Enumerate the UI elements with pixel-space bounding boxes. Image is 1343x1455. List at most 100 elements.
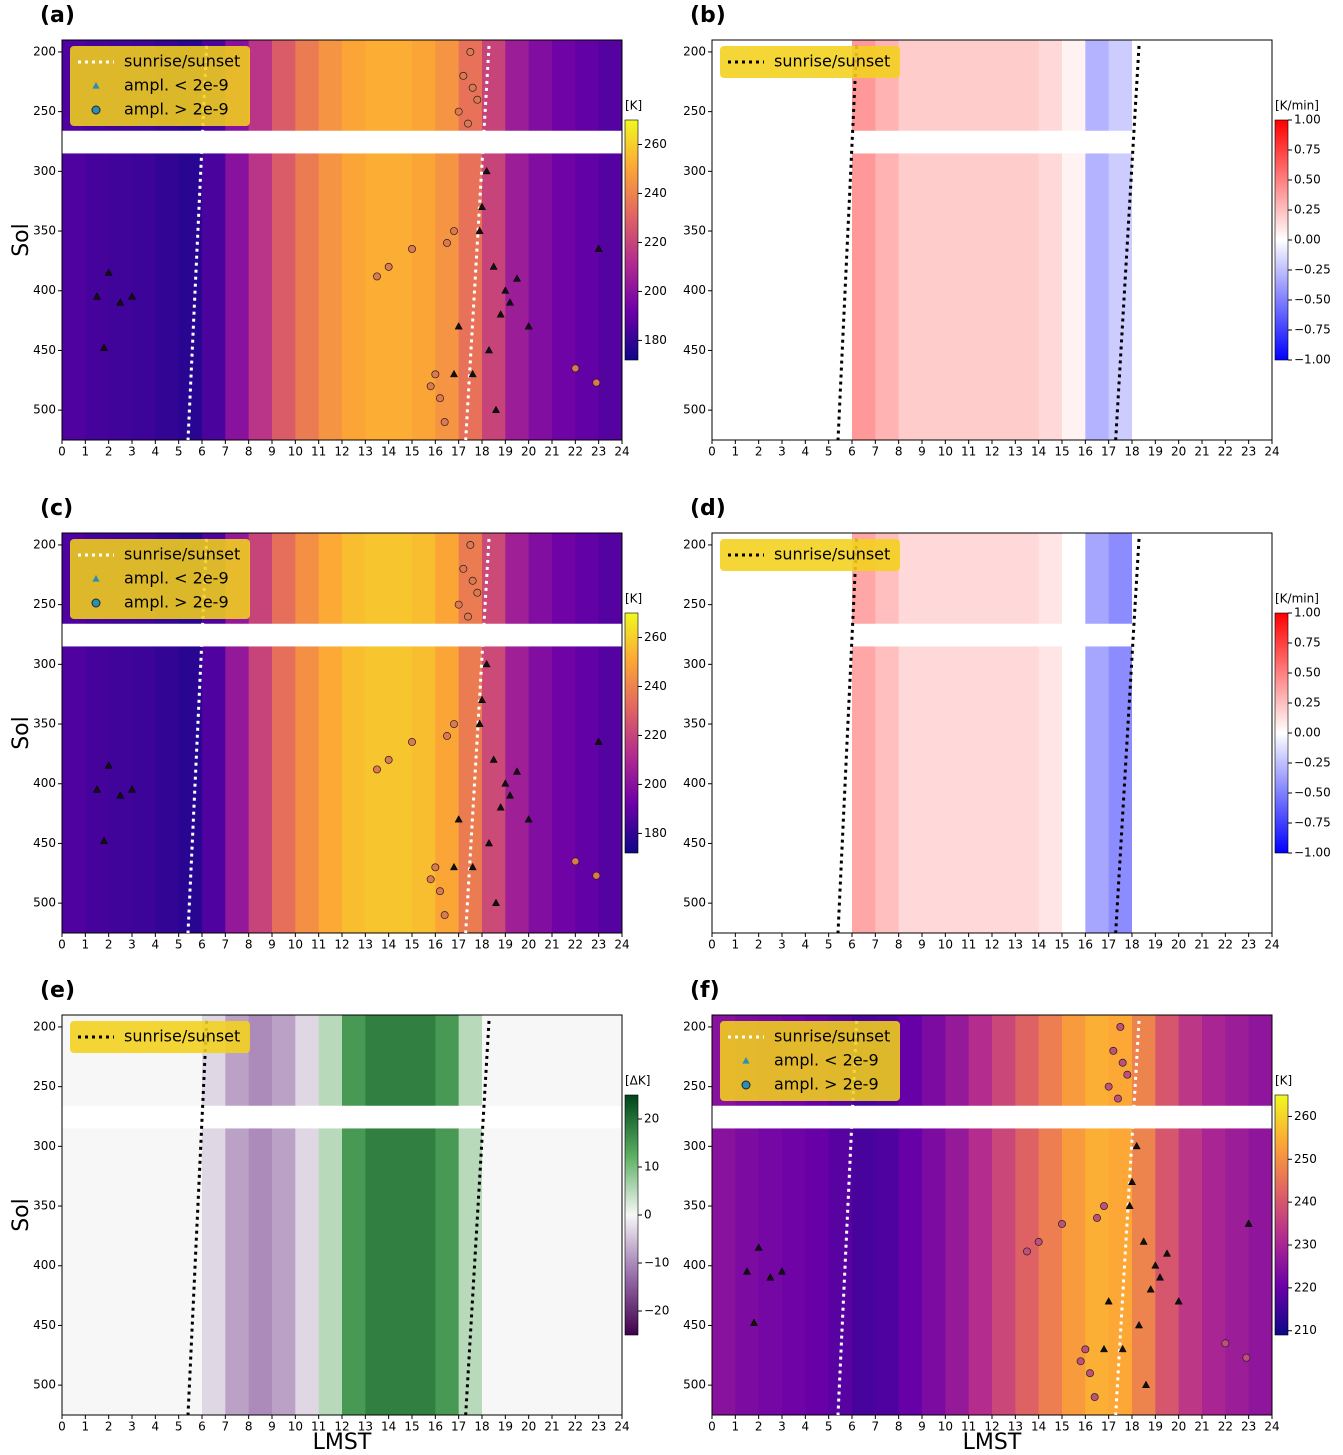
heat-cell <box>1178 1015 1203 1415</box>
legend-swatch <box>742 1057 750 1064</box>
heat-cell <box>272 533 296 933</box>
x-tick-label: 16 <box>1078 938 1093 952</box>
colorbar-label: [K] <box>1275 1074 1292 1088</box>
x-tick-label: 14 <box>381 1420 396 1434</box>
x-tick-label: 2 <box>105 445 113 459</box>
heat-cell <box>992 533 1016 933</box>
circle-marker <box>466 47 475 56</box>
circle-marker <box>1123 1070 1132 1079</box>
heat-cell <box>108 1015 133 1415</box>
x-tick-label: 18 <box>474 445 489 459</box>
colorbar-tick-label: −0.50 <box>1294 786 1331 800</box>
heat-cell <box>945 533 970 933</box>
triangle-marker <box>1104 1297 1113 1305</box>
circle-marker <box>1090 1393 1099 1402</box>
triangle-marker <box>496 803 505 811</box>
triangle-marker <box>1134 1320 1144 1329</box>
x-tick-label: 14 <box>1031 1420 1046 1434</box>
legend-label: ampl. < 2e-9 <box>124 76 229 95</box>
heat-cell <box>735 533 760 933</box>
heat-cell <box>992 1015 1016 1415</box>
y-tick-label: 400 <box>33 776 56 790</box>
y-tick-label: 300 <box>683 164 706 178</box>
x-tick-label: 19 <box>1148 1420 1163 1434</box>
y-tick-label: 350 <box>683 717 706 731</box>
heat-cell <box>178 1015 203 1415</box>
colorbar <box>1274 119 1289 361</box>
x-tick-label: 15 <box>404 445 419 459</box>
heat-cell <box>155 1015 180 1415</box>
x-tick-label: 8 <box>895 445 903 459</box>
triangle-marker <box>482 166 491 175</box>
x-tick-label: 11 <box>961 938 976 952</box>
legend-swatch <box>92 575 100 582</box>
x-tick-label: 11 <box>311 445 326 459</box>
triangle-marker <box>512 274 522 282</box>
x-tick-label: 13 <box>1008 938 1023 952</box>
x-tick-label: 6 <box>848 445 856 459</box>
heat-cell <box>412 1015 436 1415</box>
x-tick-label: 23 <box>591 1420 606 1434</box>
heat-cell <box>968 1015 993 1415</box>
triangle-marker <box>749 1318 759 1326</box>
x-tick-label: 7 <box>222 938 230 952</box>
x-tick-label: 24 <box>1264 1420 1279 1434</box>
x-tick-label: 24 <box>1264 445 1279 459</box>
circle-marker <box>464 612 472 621</box>
triangle-marker <box>92 785 102 793</box>
triangle-marker <box>512 767 522 775</box>
x-tick-label: 22 <box>1218 1420 1233 1434</box>
x-tick-label: 20 <box>521 1420 536 1434</box>
heat-cell <box>412 533 436 933</box>
colorbar-label: [K] <box>625 592 642 606</box>
legend-label: ampl. < 2e-9 <box>774 1051 879 1070</box>
x-tick-label: 12 <box>984 938 999 952</box>
colorbar-tick-label: 180 <box>644 333 667 347</box>
heat-cell <box>1015 40 1040 440</box>
colorbar <box>624 612 639 854</box>
data-gap <box>62 623 622 647</box>
x-tick-label: 11 <box>311 1420 326 1434</box>
heat-cell <box>1248 533 1273 933</box>
colorbar-tick-label: 220 <box>1294 1280 1317 1294</box>
heat-cell <box>922 40 946 440</box>
colorbar-tick-label: 220 <box>644 728 667 742</box>
circle-marker <box>1242 1353 1251 1362</box>
triangle-marker <box>1125 1201 1134 1209</box>
heat-cell <box>225 1015 250 1415</box>
x-tick-label: 15 <box>1054 1420 1069 1434</box>
x-tick-label: 5 <box>175 1420 183 1434</box>
heat-cell <box>202 1015 226 1415</box>
heat-cell <box>342 40 366 440</box>
x-tick-label: 4 <box>152 445 160 459</box>
x-tick-label: 22 <box>568 445 583 459</box>
legend-swatch <box>92 82 100 89</box>
heat-cell <box>528 533 553 933</box>
x-tick-label: 4 <box>152 938 160 952</box>
triangle-marker <box>127 292 137 300</box>
circle-marker <box>384 755 393 764</box>
colorbar-tick-label: −0.25 <box>1294 756 1331 770</box>
triangle-marker <box>1139 1237 1148 1245</box>
x-tick-label: 2 <box>755 938 763 952</box>
y-tick-label: 500 <box>683 1378 706 1392</box>
colorbar-tick-label: −1.00 <box>1294 846 1331 860</box>
heat-cell <box>735 40 760 440</box>
x-tick-label: 23 <box>1241 1420 1256 1434</box>
x-tick-label: 2 <box>105 938 113 952</box>
y-tick-label: 400 <box>33 283 56 297</box>
x-tick-label: 15 <box>404 938 419 952</box>
heat-cell <box>295 1015 320 1415</box>
heat-cell <box>388 1015 413 1415</box>
colorbar <box>624 1094 639 1336</box>
heat-cell <box>1248 1015 1273 1415</box>
y-tick-label: 350 <box>683 224 706 238</box>
x-tick-label: 3 <box>128 938 136 952</box>
x-tick-label: 9 <box>918 1420 926 1434</box>
y-tick-label: 250 <box>683 597 706 611</box>
x-tick-label: 5 <box>175 445 183 459</box>
x-tick-label: 9 <box>268 445 276 459</box>
circle-marker <box>450 720 458 728</box>
x-tick-label: 22 <box>568 938 583 952</box>
triangle-marker <box>496 310 505 318</box>
